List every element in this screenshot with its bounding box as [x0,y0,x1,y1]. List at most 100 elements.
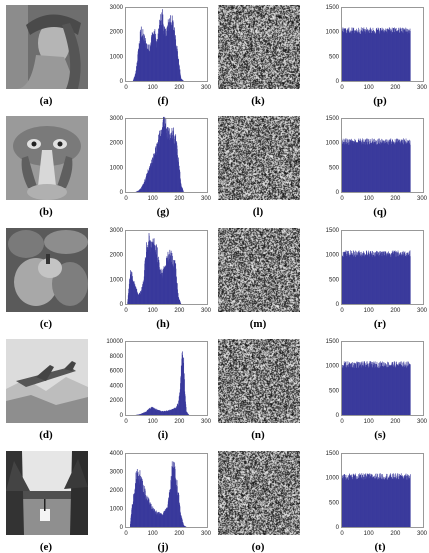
y-tick-label: 1500 [326,228,340,234]
x-tick-label: 0 [124,85,128,91]
y-tick-label: 500 [329,165,340,171]
x-tick-label: 0 [124,419,128,425]
x-tick-label: 100 [148,419,159,425]
caption-f: (f) [143,95,183,107]
x-tick-label: 100 [148,308,159,314]
x-tick-label: 0 [124,531,128,537]
y-tick-label: 1500 [326,116,340,122]
x-tick-label: 200 [174,85,185,91]
caption-r: (r) [360,318,400,330]
y-tick-label: 500 [329,277,340,283]
cipher-image-airplane [218,339,300,423]
caption-c: (c) [26,318,66,330]
caption-g: (g) [143,206,183,218]
y-tick-label: 2000 [110,30,124,36]
x-tick-label: 100 [364,308,375,314]
y-tick-label: 1000 [326,364,340,370]
bar-mark [410,474,411,527]
x-tick-label: 100 [148,531,159,537]
x-tick-label: 300 [201,308,212,314]
y-tick-label: 3000 [110,5,124,11]
caption-p: (p) [360,95,400,107]
y-tick-label: 2000 [110,398,124,404]
y-tick-label: 0 [120,413,124,419]
x-tick-label: 0 [124,308,128,314]
y-tick-label: 1500 [326,5,340,11]
caption-o: (o) [238,541,278,553]
y-tick-label: 0 [336,525,340,531]
y-tick-label: 1000 [326,30,340,36]
x-tick-label: 200 [390,419,401,425]
x-tick-label: 200 [390,85,401,91]
caption-d: (d) [26,429,66,441]
x-tick-label: 100 [364,196,375,202]
y-tick-label: 3000 [110,470,124,476]
x-tick-label: 300 [201,531,212,537]
bar-mark [180,303,181,304]
y-tick-label: 2000 [110,253,124,259]
y-tick-label: 0 [336,190,340,196]
y-tick-label: 6000 [110,369,124,375]
bar-mark [410,31,411,81]
y-tick-label: 0 [120,79,124,85]
caption-a: (a) [26,95,66,107]
y-tick-label: 1000 [110,54,124,60]
bar-mark [410,364,411,415]
y-tick-label: 1000 [110,507,124,513]
y-tick-label: 1000 [326,141,340,147]
y-tick-label: 0 [120,302,124,308]
caption-b: (b) [26,206,66,218]
y-tick-label: 500 [329,54,340,60]
y-tick-label: 2000 [110,141,124,147]
x-tick-label: 0 [340,419,344,425]
x-tick-label: 300 [201,85,212,91]
bar-mark [410,145,411,192]
x-tick-label: 300 [417,419,428,425]
x-tick-label: 0 [340,196,344,202]
caption-n: (n) [238,429,278,441]
x-tick-label: 100 [364,419,375,425]
x-tick-label: 200 [390,308,401,314]
y-tick-label: 500 [329,500,340,506]
y-tick-label: 1500 [326,451,340,457]
caption-i: (i) [143,429,183,441]
x-tick-label: 100 [148,196,159,202]
y-tick-label: 0 [336,413,340,419]
y-tick-label: 0 [120,190,124,196]
y-tick-label: 4000 [110,451,124,457]
caption-e: (e) [26,541,66,553]
x-tick-label: 300 [417,196,428,202]
caption-l: (l) [238,206,278,218]
caption-t: (t) [360,541,400,553]
x-tick-label: 300 [201,419,212,425]
x-tick-label: 200 [174,531,185,537]
plain-image-peppers [6,228,88,312]
cipher-image-lake [218,451,300,535]
y-tick-label: 8000 [110,354,124,360]
axes-frame [126,342,208,416]
caption-k: (k) [238,95,278,107]
y-tick-label: 500 [329,388,340,394]
x-tick-label: 200 [390,531,401,537]
caption-m: (m) [238,318,278,330]
bar-mark [183,191,184,192]
caption-q: (q) [360,206,400,218]
caption-j: (j) [143,541,183,553]
plain-image-lake [6,451,88,535]
y-tick-label: 3000 [110,228,124,234]
bar-mark [410,256,411,304]
x-tick-label: 100 [364,85,375,91]
y-tick-label: 0 [120,525,124,531]
x-tick-label: 0 [340,85,344,91]
plain-image-airplane [6,339,88,423]
y-tick-label: 2000 [110,488,124,494]
x-tick-label: 300 [201,196,212,202]
